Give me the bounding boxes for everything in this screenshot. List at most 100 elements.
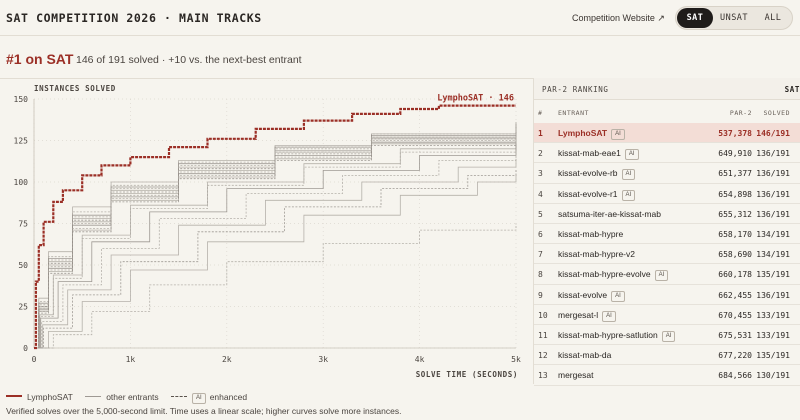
row-entrant-name: kissat-mab-eae1 [558,148,621,159]
y-tick-label: 50 [18,261,28,270]
row-entrant: kissat-evolve AI [558,290,625,302]
row-entrant: satsuma-iter-ae-kissat-mab [558,209,661,219]
row-par2: 658,170 [718,230,752,239]
ranking-panel: PAR-2 RANKING SAT # ENTRANT PAR-2 SOLVED… [534,78,800,386]
row-solved: 136/191 [756,209,790,219]
ranking-row[interactable]: 10 mergesat-l AI 670,455 133/191 [534,305,800,325]
top-bar: SAT COMPETITION 2026 · MAIN TRACKS Compe… [0,0,800,36]
series-line-other [34,158,517,349]
series-line-other [34,132,517,349]
series-line-other [34,143,517,349]
ranking-row[interactable]: 6 kissat-mab-hypre 658,170 134/191 [534,224,800,245]
row-solved: 135/191 [756,270,790,280]
series-line-other [34,223,517,349]
legend-ai-badge: AI [192,393,206,404]
row-entrant: kissat-mab-hypre-evolve AI [558,269,669,282]
ai-badge: AI [661,331,676,342]
y-tick-label: 25 [18,303,28,312]
row-rank: 5 [538,209,543,219]
column-entrant: ENTRANT [558,109,589,117]
legend-highlight: LymphoSAT [6,392,73,402]
row-entrant-name: kissat-mab-da [558,350,612,361]
x-tick-label: 2k [222,355,232,364]
row-entrant: LymphoSAT AI [558,128,625,140]
chart-panel [0,78,534,384]
row-rank: 9 [538,290,543,300]
ranking-header: PAR-2 RANKING SAT [534,78,800,100]
series-line-other [34,175,517,349]
row-solved: 136/191 [756,169,790,179]
ranking-row[interactable]: 11 kissat-mab-hypre-satlution AI 675,531 133… [534,325,800,346]
result-filter-toggle: SAT UNSAT ALL [675,6,793,30]
ranking-row[interactable]: 9 kissat-evolve AI 662,455 136/191 [534,285,800,305]
x-tick-label: 3k [318,355,328,364]
ranking-row[interactable]: 1 LymphoSAT AI 537,378 146/191 [534,123,800,144]
competition-website-link[interactable]: Competition Website ↗ [572,13,665,23]
chart-title: INSTANCES SOLVED [34,84,116,93]
row-entrant-name: kissat-mab-hypre-v2 [558,249,635,260]
filter-all-button[interactable]: ALL [764,13,782,23]
rank-headline: #1 on SAT [6,51,74,67]
row-rank: 8 [538,270,543,280]
row-par2: 675,531 [718,331,752,340]
legend-highlight-swatch [6,395,22,397]
series-line-lymphosat [34,104,516,350]
row-solved: 133/191 [756,310,790,320]
series-line-other [34,168,517,349]
row-rank: 4 [538,189,543,199]
y-tick-label: 75 [18,220,28,229]
ranking-row[interactable]: 2 kissat-mab-eae1 AI 649,910 136/191 [534,143,800,164]
ranking-row[interactable]: 7 kissat-mab-hypre-v2 658,690 134/191 [534,244,800,265]
ai-badge: AI [654,270,669,282]
row-entrant-name: LymphoSAT [558,128,608,138]
y-tick-label: 100 [14,178,29,187]
ranking-row[interactable]: 8 kissat-mab-hypre-evolve AI 660,178 135/191 [534,264,800,285]
ranking-title: PAR-2 RANKING [542,85,609,94]
series-line-other [34,150,517,349]
ranking-row[interactable]: 3 kissat-evolve-rb AI 651,377 136/191 [534,163,800,184]
column-solved: SOLVED [763,109,790,117]
row-entrant-name: kissat-mab-hypre-evolve [558,269,651,280]
row-entrant: mergesat-l AI [558,310,616,322]
row-solved: 133/191 [756,331,790,340]
series-line-other [34,128,517,349]
row-entrant: kissat-mab-da [558,350,611,360]
legend-enhanced-label: enhanced [209,392,248,402]
rank-detail: 146 of 191 solved · +10 vs. the next-bes… [76,54,302,66]
ai-badge: AI [621,169,636,181]
row-entrant-name: kissat-evolve-rb [558,168,618,179]
ranking-row[interactable]: 12 kissat-mab-da 677,220 135/191 [534,345,800,366]
legend-others: other entrants [85,392,159,402]
y-tick-label: 150 [14,95,29,104]
y-tick-label: 125 [14,137,29,146]
solve-time-chart: 0 25 50 75 100 125 150 0 1k 2k 3k 4k 5k LymphoSAT · 1… [14,94,521,364]
row-rank: 3 [538,169,543,179]
filter-unsat-button[interactable]: UNSAT [719,13,749,23]
row-par2: 649,910 [718,149,752,159]
column-par2: PAR-2 [729,109,752,117]
row-solved: 146/191 [756,129,790,138]
row-par2: 670,455 [718,310,752,320]
series-line-other [34,135,517,349]
row-entrant-name: kissat-evolve [558,289,608,300]
row-rank: 6 [538,230,543,239]
footnote: Verified solves over the 5,000-second li… [6,406,402,416]
ranking-track-tag: SAT [784,85,800,94]
ranking-row[interactable]: 13 mergesat 684,566 130/191 [534,365,800,386]
row-entrant: mergesat [558,370,593,380]
row-solved: 135/191 [756,351,790,361]
row-solved: 130/191 [756,371,790,381]
ranking-row[interactable]: 4 kissat-evolve-r1 AI 654,898 136/191 [534,184,800,204]
legend-others-label: other entrants [106,392,159,402]
row-rank: 2 [538,149,543,159]
row-par2: 655,312 [718,209,752,219]
ai-badge: AI [611,129,625,140]
x-axis-label: SOLVE TIME (SECONDS) [415,370,518,379]
ai-badge: AI [621,189,636,201]
row-rank: 1 [538,129,543,138]
legend-highlight-label: LymphoSAT [27,392,73,402]
row-entrant: kissat-mab-hypre [558,229,623,239]
filter-sat-button[interactable]: SAT [677,8,713,28]
ai-badge: AI [602,310,616,322]
ranking-row[interactable]: 5 satsuma-iter-ae-kissat-mab 655,312 136/19… [534,204,800,224]
